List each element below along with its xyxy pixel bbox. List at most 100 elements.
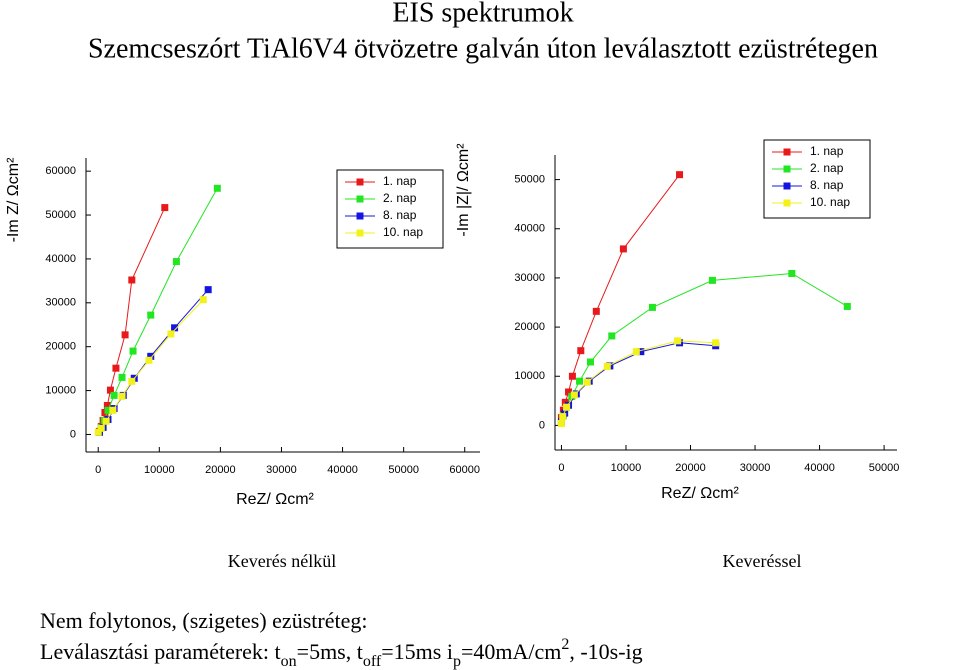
legend-swatch bbox=[783, 199, 791, 207]
data-point bbox=[708, 276, 716, 284]
data-point bbox=[121, 331, 129, 339]
x-tick-label: 30000 bbox=[266, 464, 297, 476]
data-point bbox=[167, 330, 175, 338]
x-tick-label: 40000 bbox=[327, 464, 358, 476]
legend-label: 10. nap bbox=[383, 225, 423, 239]
data-point bbox=[712, 339, 720, 347]
data-point bbox=[145, 356, 153, 364]
series-line bbox=[561, 174, 680, 423]
data-point bbox=[568, 372, 576, 380]
footnote-part: =5ms, t bbox=[297, 639, 363, 664]
legend-swatch bbox=[783, 182, 791, 190]
legend-swatch bbox=[783, 148, 791, 156]
data-point bbox=[570, 391, 578, 399]
footnote-part: off bbox=[363, 653, 382, 670]
data-point bbox=[565, 388, 573, 396]
data-point bbox=[104, 406, 112, 414]
x-tick-label: 0 bbox=[558, 462, 564, 474]
y-tick-label: 10000 bbox=[45, 384, 76, 396]
data-point bbox=[608, 332, 616, 340]
x-tick-label: 10000 bbox=[611, 462, 642, 474]
y-tick-label: 30000 bbox=[45, 297, 76, 309]
legend-box bbox=[336, 169, 444, 249]
data-point bbox=[603, 362, 611, 370]
data-point bbox=[637, 348, 645, 356]
legend-label: 1. nap bbox=[383, 174, 417, 188]
data-point bbox=[118, 392, 126, 400]
data-point bbox=[676, 171, 684, 179]
x-tick-label: 0 bbox=[95, 464, 101, 476]
x-tick-label: 20000 bbox=[675, 462, 706, 474]
data-point bbox=[106, 386, 114, 394]
data-point bbox=[586, 358, 594, 366]
slide-subtitle: Szemcseszórt TiAl6V4 ötvözetre galván út… bbox=[88, 33, 878, 64]
data-point bbox=[559, 413, 567, 421]
data-point bbox=[648, 303, 656, 311]
data-point bbox=[172, 258, 180, 266]
chart-caption: Keverés nélkül bbox=[228, 551, 336, 571]
data-point bbox=[128, 276, 136, 284]
data-point bbox=[199, 296, 207, 304]
series-line bbox=[98, 207, 166, 432]
legend-label: 8. nap bbox=[383, 208, 417, 222]
footnote-part: on bbox=[281, 653, 297, 670]
x-tick-label: 50000 bbox=[869, 462, 900, 474]
data-point bbox=[213, 184, 221, 192]
data-point bbox=[204, 286, 212, 294]
y-tick-label: 20000 bbox=[514, 321, 545, 333]
legend-swatch bbox=[356, 229, 364, 237]
legend-label: 1. nap bbox=[810, 144, 844, 158]
x-axis-label: ReZ/ Ωcm² bbox=[661, 485, 739, 502]
data-point bbox=[147, 352, 155, 360]
data-point bbox=[109, 406, 117, 414]
data-point bbox=[577, 347, 585, 355]
data-point bbox=[619, 245, 627, 253]
slide-title: EIS spektrumok bbox=[392, 0, 573, 28]
footnote-part: =40mA/cm bbox=[461, 639, 561, 664]
data-point bbox=[94, 428, 102, 436]
data-point bbox=[557, 419, 565, 427]
x-axis-label: ReZ/ Ωcm² bbox=[236, 491, 314, 508]
legend-swatch bbox=[783, 165, 791, 173]
data-point bbox=[592, 307, 600, 315]
data-point bbox=[563, 403, 571, 411]
data-point bbox=[583, 378, 591, 386]
footnote-part: =15ms i bbox=[381, 639, 453, 664]
x-tick-label: 10000 bbox=[144, 464, 175, 476]
x-tick-label: 60000 bbox=[449, 464, 480, 476]
data-point bbox=[102, 417, 110, 425]
x-tick-label: 40000 bbox=[804, 462, 835, 474]
y-tick-label: 0 bbox=[70, 428, 76, 440]
data-point bbox=[110, 391, 118, 399]
y-tick-label: 0 bbox=[539, 419, 545, 431]
footnote-part: p bbox=[453, 653, 461, 670]
y-tick-label: 10000 bbox=[514, 370, 545, 382]
data-point bbox=[788, 269, 796, 277]
data-point bbox=[103, 401, 111, 409]
legend-swatch bbox=[356, 212, 364, 220]
legend-swatch bbox=[356, 195, 364, 203]
data-point bbox=[161, 204, 169, 212]
footnote-part: Leválasztási paraméterek: t bbox=[40, 639, 281, 664]
footnote-line: Nem folytonos, (szigetes) ezüstréteg: bbox=[40, 608, 367, 633]
footnote-part: , -10s-ig bbox=[569, 639, 642, 664]
data-point bbox=[97, 424, 105, 432]
x-tick-label: 50000 bbox=[388, 464, 419, 476]
legend-swatch bbox=[356, 178, 364, 186]
y-tick-label: 50000 bbox=[45, 209, 76, 221]
data-point bbox=[576, 377, 584, 385]
y-tick-label: 40000 bbox=[514, 223, 545, 235]
y-axis-label: -Im Z/ Ωcm² bbox=[5, 157, 22, 243]
footnote-line: Leválasztási paraméterek: ton=5ms, toff=… bbox=[40, 636, 643, 670]
data-point bbox=[632, 348, 640, 356]
legend-label: 8. nap bbox=[810, 178, 844, 192]
y-tick-label: 40000 bbox=[45, 253, 76, 265]
y-axis-label: -Im |Z|/ Ωcm² bbox=[455, 143, 472, 237]
data-point bbox=[843, 302, 851, 310]
legend-label: 2. nap bbox=[383, 191, 417, 205]
data-point bbox=[129, 347, 137, 355]
data-point bbox=[112, 364, 120, 372]
legend-label: 10. nap bbox=[810, 195, 850, 209]
x-tick-label: 20000 bbox=[205, 464, 236, 476]
